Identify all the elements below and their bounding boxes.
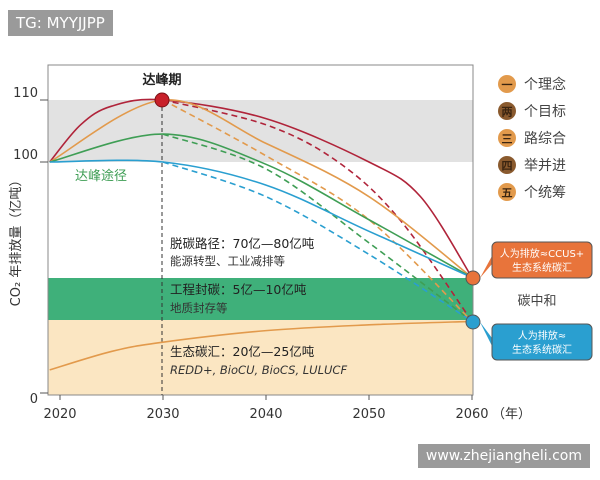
peak-path-label: 达峰途径 (75, 168, 127, 184)
series-line-orange-dashed-3 (162, 99, 473, 322)
legend-item-text: 个理念 (524, 76, 566, 93)
callout-pointer (480, 256, 492, 278)
callout-line2: 生态系统碳汇 (512, 343, 572, 356)
legend-badge (498, 102, 516, 120)
legend-badge-text: 一 (502, 79, 513, 92)
y-tick-label: 0 (30, 392, 38, 407)
peak-label: 达峰期 (142, 72, 181, 88)
x-tick-label: 2050 (352, 407, 385, 422)
x-tick-label: 2060 (455, 407, 488, 422)
legend-badge-text: 五 (502, 187, 513, 200)
callout-line1: 人为排放≈ (518, 329, 566, 342)
band-peak-gray (48, 100, 473, 162)
band-subtitle: 能源转型、工业减排等 (170, 254, 285, 268)
series-line-green-dashed-5 (162, 133, 473, 323)
legend-badge (498, 75, 516, 93)
legend-badge-text: 两 (502, 106, 513, 119)
legend-item-text: 举并进 (524, 158, 566, 174)
legend-item-text: 路综合 (524, 131, 566, 147)
band-ecological-sink (48, 320, 473, 395)
band-engineering-sink (48, 278, 473, 320)
legend-badge (498, 156, 516, 174)
callout-line2: 生态系统碳汇 (512, 261, 572, 274)
callout-pointer (480, 322, 492, 346)
band-title: 工程封碳：5亿—10亿吨 (170, 282, 307, 297)
peak-marker (154, 92, 170, 108)
x-tick-label: 2030 (146, 407, 179, 422)
callout-box (491, 323, 593, 361)
y-tick-label: 100 (13, 148, 38, 163)
plot-frame (47, 64, 474, 396)
neutral-point-blue (465, 314, 481, 330)
series-line-green-solid-4 (49, 133, 473, 279)
y-tick-label: 110 (13, 86, 38, 101)
x-tick-label: 2040 (249, 407, 282, 422)
legend-item-text: 个统筹 (524, 184, 566, 201)
y-axis-label: CO₂ 年排放量（亿吨） (9, 174, 24, 307)
legend-item-text: 个目标 (524, 104, 566, 120)
watermark-bottom: www.zhejiangheli.com (417, 444, 590, 468)
series-line-blue-solid-6 (49, 159, 473, 279)
x-tick-label: 2020 (43, 407, 76, 422)
legend-badge (498, 183, 516, 201)
series-line-blue-dashed-7 (162, 161, 473, 323)
legend-badge-text: 四 (502, 160, 513, 173)
x-axis-unit: （年） (492, 407, 531, 422)
legend-badge-text: 三 (502, 133, 513, 146)
series-line-red-solid-0 (49, 98, 473, 278)
band-title: 脱碳路径：70亿—80亿吨 (170, 236, 315, 251)
series-line-orange-solid-2 (49, 99, 473, 279)
callout-box (491, 241, 593, 279)
band-title: 生态碳汇：20亿—25亿吨 (170, 344, 315, 359)
carbon-neutral-label: 碳中和 (517, 294, 556, 309)
series-line-orange-solid-8 (49, 320, 473, 371)
band-subtitle: REDD+, BioCU, BioCS, LULUCF (170, 363, 347, 377)
callout-line1: 人为排放≈CCUS+ (500, 247, 584, 260)
watermark-top: TG: MYYJJPP (8, 10, 113, 36)
neutral-point-orange (465, 270, 481, 286)
legend-badge (498, 129, 516, 147)
band-subtitle: 地质封存等 (170, 301, 228, 315)
